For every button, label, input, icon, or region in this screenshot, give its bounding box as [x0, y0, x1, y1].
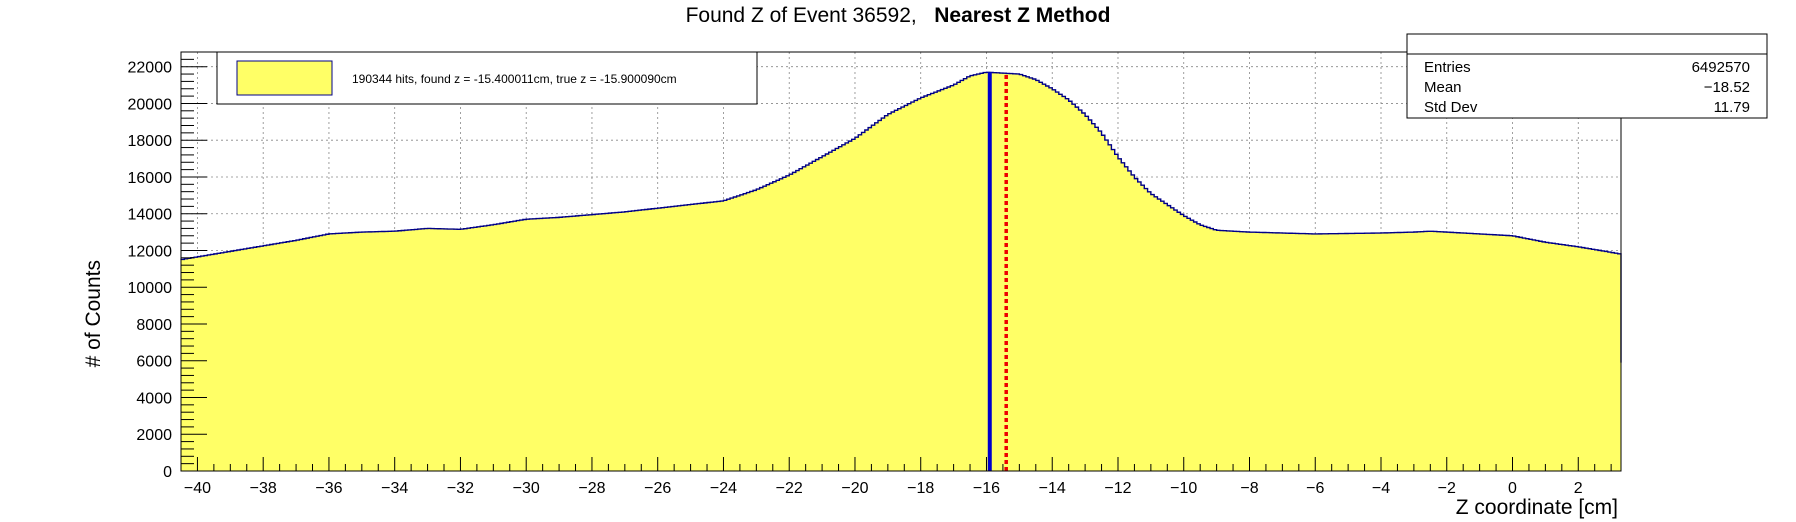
x-axis-title: Z coordinate [cm] [1456, 496, 1618, 519]
y-tick-label: 6000 [136, 354, 172, 371]
x-tick-label: −22 [776, 480, 803, 497]
stats-stddev-value: 11.79 [1714, 99, 1750, 116]
stats-mean-value: −18.52 [1704, 79, 1750, 96]
x-tick-label: −34 [381, 480, 408, 497]
y-tick-label: 0 [163, 464, 172, 481]
stats-box-frame [1406, 33, 1768, 119]
chart-title-method: Nearest Z Method [934, 4, 1111, 27]
plot-frame [180, 51, 1622, 472]
legend-swatch [236, 60, 333, 96]
x-tick-label: −26 [644, 480, 671, 497]
chart-title: Found Z of Event 36592, Nearest Z Method [0, 4, 1796, 28]
legend: 190344 hits, found z = -15.400011cm, tru… [216, 51, 758, 105]
x-tick-label: −40 [184, 480, 211, 497]
y-tick-label: 8000 [136, 317, 172, 334]
x-tick-label: 0 [1508, 480, 1517, 497]
y-tick-label: 2000 [136, 427, 172, 444]
x-tick-label: −18 [907, 480, 934, 497]
y-tick-label: 20000 [128, 96, 173, 113]
legend-label: 190344 hits, found z = -15.400011cm, tru… [352, 72, 677, 86]
y-tick-label: 22000 [128, 60, 173, 77]
histogram-fill [181, 72, 1621, 471]
x-tick-label: −28 [578, 480, 605, 497]
histogram-outline [180, 71, 1622, 363]
y-tick-label: 10000 [128, 280, 173, 297]
y-tick-label: 14000 [128, 207, 173, 224]
x-tick-label: −30 [513, 480, 540, 497]
x-tick-label: −38 [250, 480, 277, 497]
x-axis: −40 −38 −36 −34 −32 −30 −28 −26 −24 −22 −20 −18 −16−… [180, 457, 1612, 497]
x-tick-label: −16 [973, 480, 1000, 497]
y-axis-title: # of Counts [82, 260, 105, 367]
x-tick-label: 2 [1574, 480, 1583, 497]
stats-stddev-label: Std Dev [1424, 99, 1478, 116]
y-axis: 0 2000 4000 6000 8000 10000 12000 14000 16000 180… [128, 51, 207, 481]
x-tick-label: −4 [1372, 480, 1390, 497]
stats-mean-label: Mean [1424, 79, 1462, 96]
x-tick-label: −2 [1438, 480, 1456, 497]
y-tick-label: 16000 [128, 170, 173, 187]
x-tick-label: −14 [1039, 480, 1066, 497]
y-tick-label: 4000 [136, 390, 172, 407]
x-tick-label: −24 [710, 480, 737, 497]
stats-entries-label: Entries [1424, 59, 1471, 76]
stats-box: Entries 6492570 Mean −18.52 Std Dev 11.7… [1406, 33, 1768, 119]
y-tick-label: 18000 [128, 133, 173, 150]
x-tick-label: −32 [447, 480, 474, 497]
x-tick-label: −20 [841, 480, 868, 497]
x-tick-label: −6 [1306, 480, 1324, 497]
chart-title-prefix: Found Z of Event 36592, [685, 4, 935, 27]
stats-entries-value: 6492570 [1692, 59, 1750, 76]
x-tick-label: −10 [1170, 480, 1197, 497]
x-tick-label: −36 [315, 480, 342, 497]
x-tick-label: −12 [1104, 480, 1131, 497]
x-tick-label: −8 [1240, 480, 1258, 497]
y-tick-label: 12000 [128, 243, 173, 260]
